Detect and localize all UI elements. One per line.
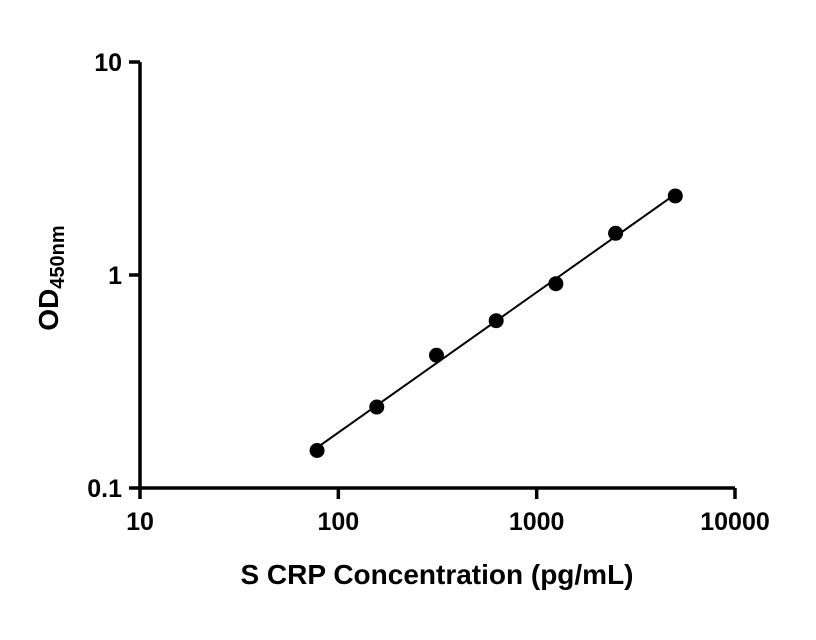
- x-tick-label: 10: [126, 508, 154, 536]
- data-point: [667, 188, 683, 204]
- y-axis-title: OD450nm: [33, 225, 69, 330]
- data-point: [428, 347, 444, 363]
- data-point: [608, 225, 624, 241]
- data-point: [309, 442, 325, 458]
- axis-spines: [138, 62, 735, 490]
- x-tick-label: 10000: [700, 508, 770, 536]
- axes-group: 10 100 1000 10000 0.1 1 10: [87, 49, 770, 536]
- x-axis-title: S CRP Concentration (pg/mL): [240, 559, 633, 590]
- y-tick-label: 1: [108, 262, 122, 290]
- data-point: [548, 276, 564, 292]
- x-tick-label: 100: [317, 508, 359, 536]
- x-tick-label: 1000: [509, 508, 565, 536]
- y-axis-title-main: OD: [33, 289, 64, 331]
- data-point: [369, 399, 385, 415]
- y-axis-title-subscript: 450nm: [47, 225, 69, 288]
- data-point: [488, 313, 504, 329]
- y-tick-label: 10: [94, 49, 122, 77]
- y-tick-label: 0.1: [87, 475, 122, 503]
- series-group: [309, 188, 683, 458]
